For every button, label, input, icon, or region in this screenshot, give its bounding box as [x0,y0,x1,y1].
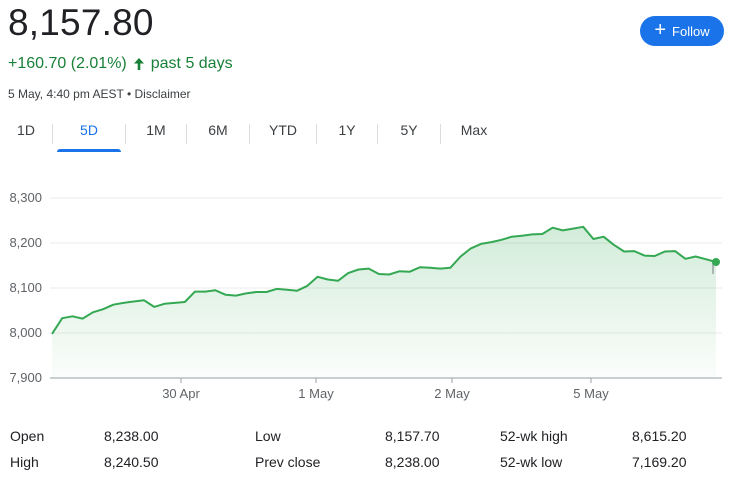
change-period: past 5 days [150,55,233,72]
tab-divider [316,124,317,144]
price-area [52,226,716,378]
stat-value-prev-close: 8,238.00 [385,454,440,470]
timestamp: 5 May, 4:40 pm AEST [8,87,124,101]
y-tick-label: 8,300 [9,190,42,205]
tab-label: YTD [269,122,297,138]
price-line [51,225,717,335]
y-tick-label: 7,900 [9,370,42,385]
stat-label-prev-close: Prev close [255,454,321,470]
tab-divider [249,124,250,144]
arrow-up-icon [133,58,144,70]
stat-label-52wk-high: 52-wk high [500,428,568,444]
stat-value-low: 8,157.70 [385,428,440,444]
stat-value-52wk-high: 8,615.20 [632,428,687,444]
price-chart[interactable]: 8,300 8,200 8,100 8,000 7,900 30 Apr 1 May 2 Ma… [0,180,732,405]
tab-label: 6M [208,122,228,138]
tab-1m[interactable]: 1M [126,122,186,152]
tab-6m[interactable]: 6M [187,122,249,152]
tab-1y[interactable]: 1Y [317,122,377,152]
x-tick-label: 2 May [434,386,470,401]
tab-1d[interactable]: 1D [0,122,52,152]
key-stats: Open 8,238.00 High 8,240.50 Low 8,157.70… [0,424,732,480]
change-value: +160.70 (2.01%) [8,55,127,72]
stat-label-high: High [10,454,39,470]
tab-divider [52,124,53,144]
disclaimer-link[interactable]: Disclaimer [134,87,191,101]
stat-label-52wk-low: 52-wk low [500,454,563,470]
meta-separator: • [126,87,132,101]
current-price: 8,157.80 [8,2,154,43]
tab-divider [440,124,441,144]
stat-label-low: Low [255,428,281,444]
x-tick-label: 5 May [573,386,609,401]
tab-ytd[interactable]: YTD [250,122,316,152]
x-tick-label: 1 May [298,386,334,401]
tab-divider [186,124,187,144]
follow-button[interactable]: + Follow [640,16,724,46]
tab-label: 1M [146,122,166,138]
stat-value-high: 8,240.50 [104,454,159,470]
tab-divider [125,124,126,144]
stat-value-52wk-low: 7,169.20 [632,454,687,470]
tab-divider [377,124,378,144]
x-tick-label: 30 Apr [162,386,200,401]
range-tabs: 1D 5D 1M 6M YTD 1Y 5Y Max [0,122,507,152]
tab-label: 1D [17,122,35,138]
tab-label: 1Y [338,122,356,138]
tab-5d[interactable]: 5D [53,122,125,152]
tab-label: Max [460,122,488,138]
price-change: +160.70 (2.01%) past 5 days [8,55,233,73]
y-tick-label: 8,200 [9,235,42,250]
tab-5y[interactable]: 5Y [378,122,440,152]
tab-label: 5Y [400,122,418,138]
stat-label-open: Open [10,428,45,444]
follow-label: Follow [672,23,710,39]
price-meta: 5 May, 4:40 pm AEST • Disclaimer [8,87,191,101]
plus-icon: + [654,19,667,41]
y-tick-label: 8,100 [9,280,42,295]
tab-label: 5D [80,122,98,138]
tab-max[interactable]: Max [441,122,507,152]
current-price-dot [712,257,720,266]
y-tick-label: 8,000 [9,325,42,340]
stat-value-open: 8,238.00 [104,428,159,444]
